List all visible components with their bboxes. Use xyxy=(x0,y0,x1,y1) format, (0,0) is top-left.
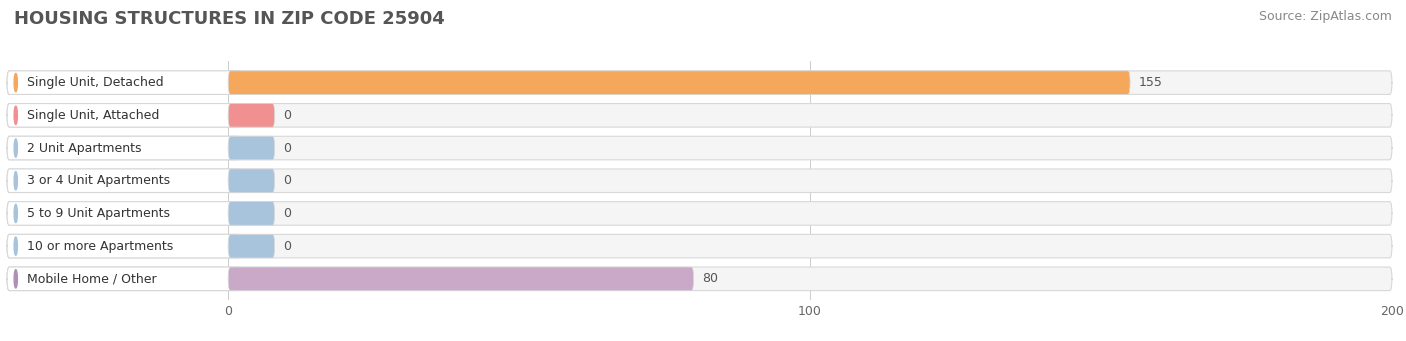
Text: Single Unit, Attached: Single Unit, Attached xyxy=(27,109,160,122)
FancyBboxPatch shape xyxy=(7,202,240,225)
FancyBboxPatch shape xyxy=(228,136,274,160)
Text: 5 to 9 Unit Apartments: 5 to 9 Unit Apartments xyxy=(27,207,170,220)
Circle shape xyxy=(14,172,17,190)
FancyBboxPatch shape xyxy=(7,104,1392,127)
Circle shape xyxy=(14,270,17,288)
Text: 0: 0 xyxy=(284,174,291,187)
FancyBboxPatch shape xyxy=(7,234,240,258)
FancyBboxPatch shape xyxy=(7,104,240,127)
Text: 10 or more Apartments: 10 or more Apartments xyxy=(27,240,174,253)
FancyBboxPatch shape xyxy=(7,202,1392,225)
Text: 155: 155 xyxy=(1139,76,1163,89)
Text: 0: 0 xyxy=(284,207,291,220)
Circle shape xyxy=(14,237,17,255)
Text: 0: 0 xyxy=(284,109,291,122)
Text: 0: 0 xyxy=(284,142,291,154)
FancyBboxPatch shape xyxy=(7,267,1392,291)
Circle shape xyxy=(14,73,17,92)
FancyBboxPatch shape xyxy=(7,136,240,160)
Text: 2 Unit Apartments: 2 Unit Apartments xyxy=(27,142,142,154)
Text: Single Unit, Detached: Single Unit, Detached xyxy=(27,76,165,89)
FancyBboxPatch shape xyxy=(228,267,693,291)
Text: Mobile Home / Other: Mobile Home / Other xyxy=(27,272,157,285)
FancyBboxPatch shape xyxy=(228,104,274,127)
FancyBboxPatch shape xyxy=(7,136,1392,160)
FancyBboxPatch shape xyxy=(7,234,1392,258)
FancyBboxPatch shape xyxy=(7,71,240,94)
FancyBboxPatch shape xyxy=(228,234,274,258)
Text: 0: 0 xyxy=(284,240,291,253)
FancyBboxPatch shape xyxy=(228,169,274,193)
Circle shape xyxy=(14,106,17,124)
Text: 3 or 4 Unit Apartments: 3 or 4 Unit Apartments xyxy=(27,174,170,187)
Circle shape xyxy=(14,204,17,223)
FancyBboxPatch shape xyxy=(7,267,240,291)
Text: HOUSING STRUCTURES IN ZIP CODE 25904: HOUSING STRUCTURES IN ZIP CODE 25904 xyxy=(14,10,444,28)
Text: Source: ZipAtlas.com: Source: ZipAtlas.com xyxy=(1258,10,1392,23)
FancyBboxPatch shape xyxy=(7,169,1392,193)
Circle shape xyxy=(14,139,17,157)
FancyBboxPatch shape xyxy=(228,71,1130,94)
FancyBboxPatch shape xyxy=(7,169,240,193)
FancyBboxPatch shape xyxy=(228,202,274,225)
FancyBboxPatch shape xyxy=(7,71,1392,94)
Text: 80: 80 xyxy=(703,272,718,285)
